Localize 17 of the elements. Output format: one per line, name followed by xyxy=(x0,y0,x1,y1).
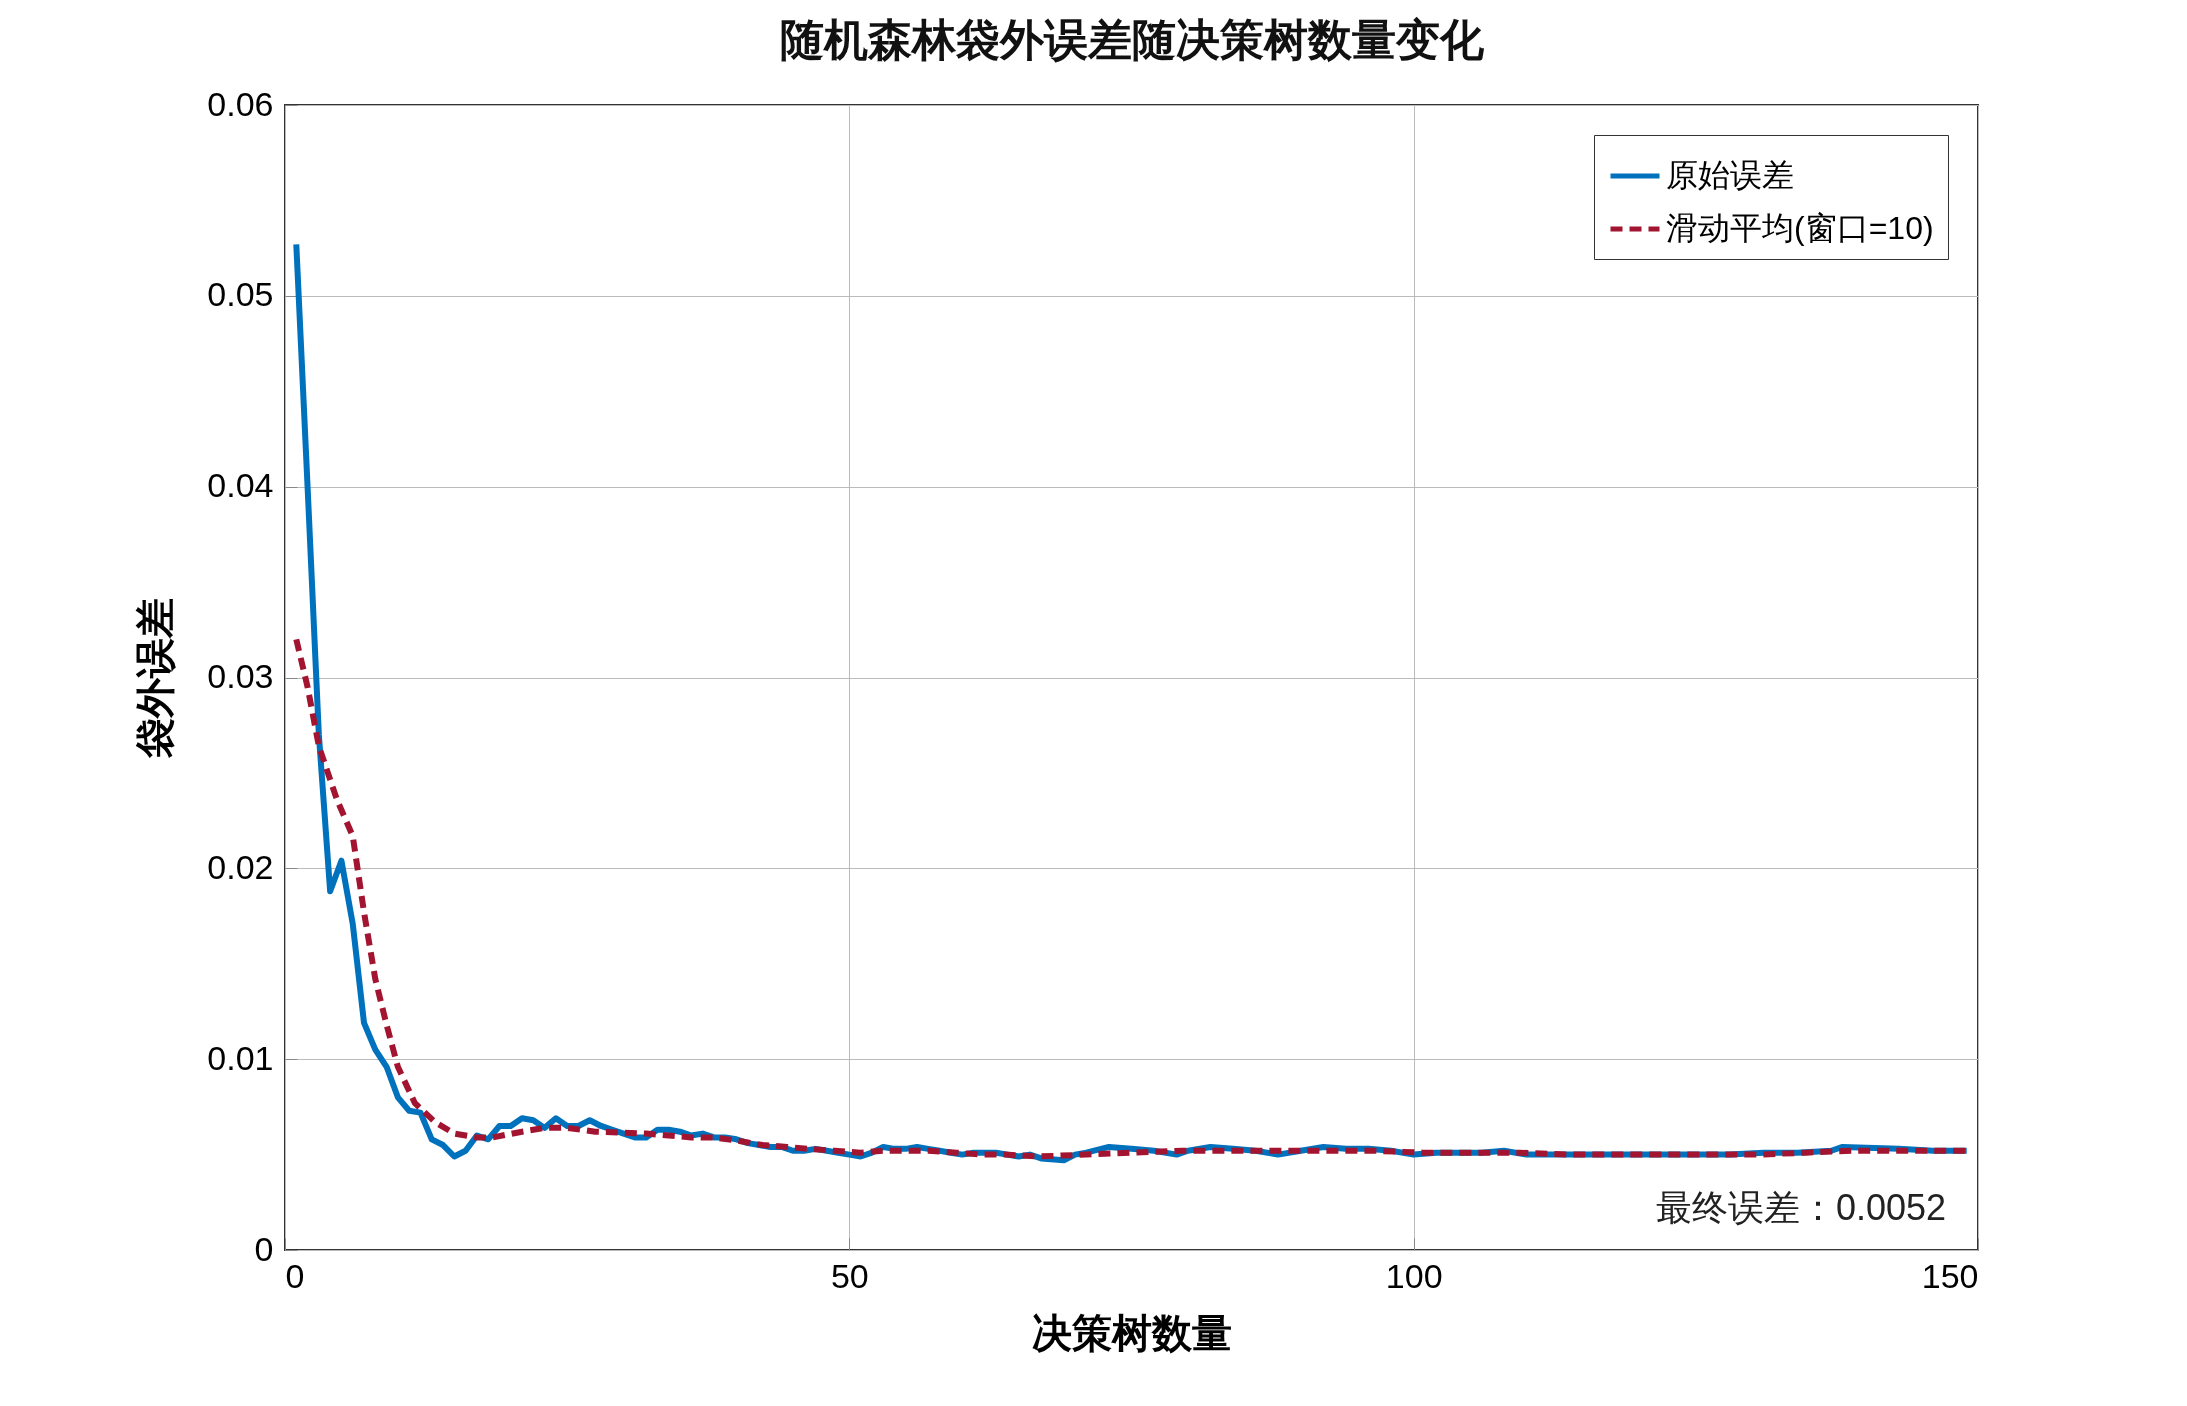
y-tick-label: 0.05 xyxy=(207,275,274,314)
legend-label: 滑动平均(窗口=10) xyxy=(1666,210,1934,246)
y-tick-label: 0.02 xyxy=(207,847,274,886)
x-tick-label: 100 xyxy=(1385,1256,1443,1295)
x-axis-title: 决策树数量 xyxy=(1032,1310,1232,1355)
x-tick-label: 150 xyxy=(1921,1256,1979,1295)
y-axis-title: 袋外误差 xyxy=(133,598,178,759)
y-tick-label: 0.06 xyxy=(207,84,274,123)
chart-title: 随机森林袋外误差随决策树数量变化 xyxy=(779,15,1485,64)
y-tick-label: 0.04 xyxy=(207,466,274,505)
x-tick-label: 50 xyxy=(830,1256,869,1295)
x-tick-label: 0 xyxy=(285,1256,305,1295)
annotation: 最终误差：0.0052 xyxy=(1655,1187,1946,1228)
legend-label: 原始误差 xyxy=(1666,157,1794,193)
y-tick-label: 0.01 xyxy=(207,1038,274,1077)
y-tick-label: 0 xyxy=(254,1229,274,1268)
y-tick-label: 0.03 xyxy=(207,657,274,695)
